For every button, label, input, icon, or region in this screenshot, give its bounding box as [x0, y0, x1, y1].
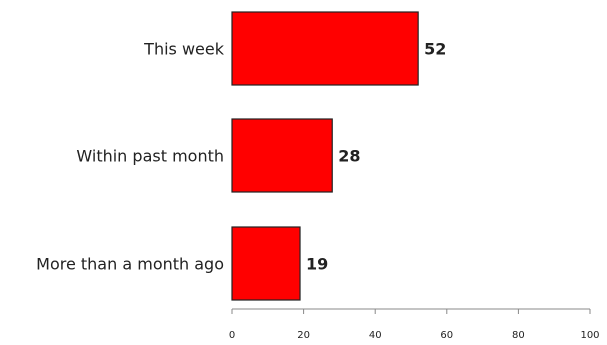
bar — [231, 11, 419, 86]
x-tick-label: 20 — [297, 330, 310, 341]
bars-layer: This week 52 Within past month 28 More than … — [36, 11, 446, 301]
x-tick-label: 80 — [512, 330, 525, 341]
x-tick-label: 0 — [229, 330, 235, 341]
bar — [231, 118, 333, 193]
x-axis: 0 20 40 60 80 100 — [229, 308, 600, 341]
category-label: This week — [143, 40, 225, 59]
x-tick-label: 40 — [369, 330, 382, 341]
value-label: 52 — [424, 40, 446, 59]
category-label: More than a month ago — [36, 255, 224, 274]
bar — [231, 226, 301, 301]
x-tick-label: 60 — [440, 330, 453, 341]
value-label: 28 — [338, 147, 360, 166]
category-label: Within past month — [76, 147, 224, 166]
value-label: 19 — [306, 255, 328, 274]
x-tick-label: 100 — [580, 330, 599, 341]
